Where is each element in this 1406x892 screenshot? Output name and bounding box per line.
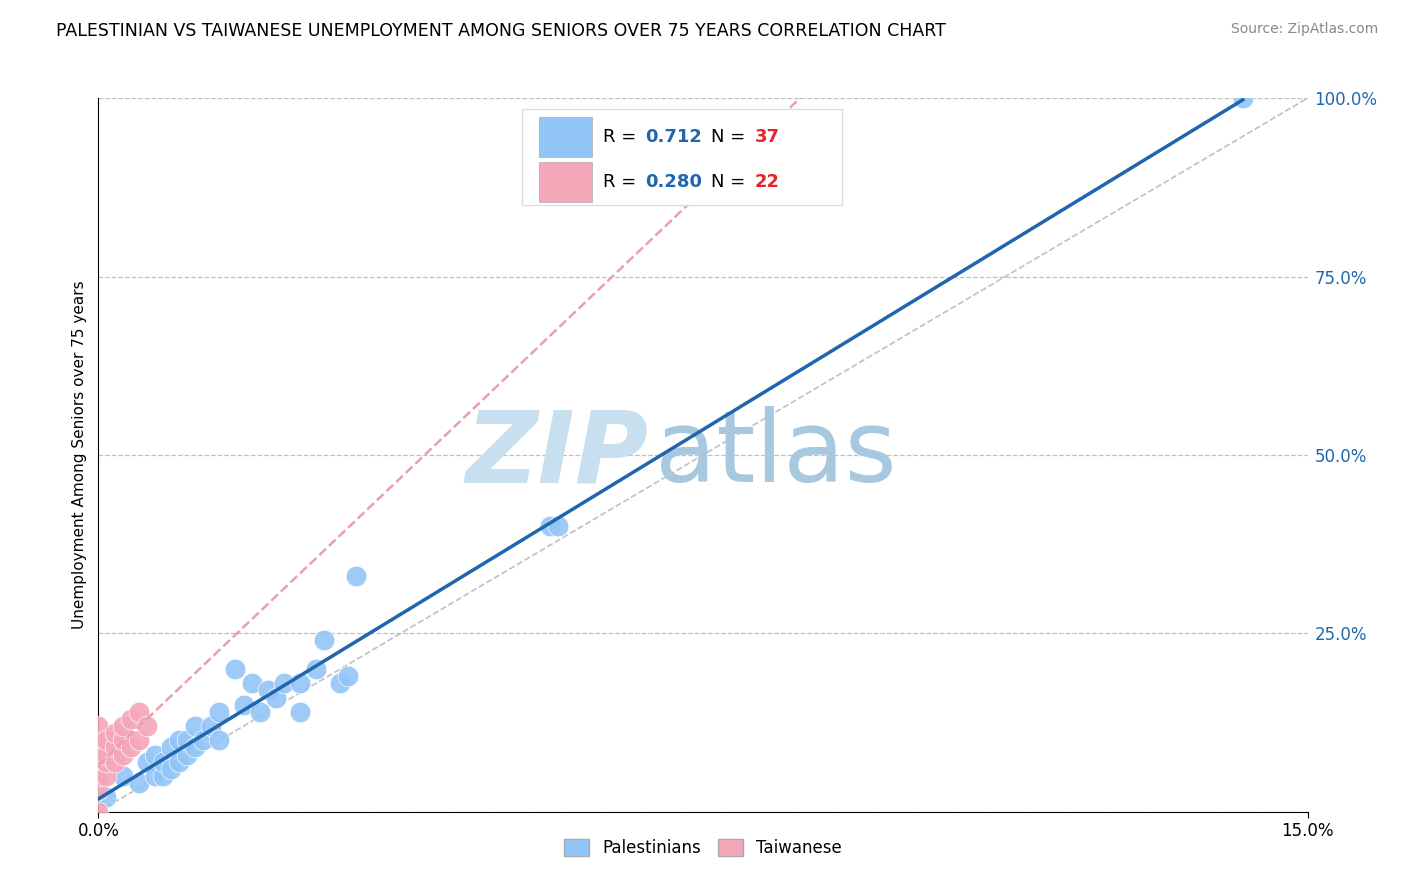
- Point: [305, 662, 328, 676]
- Point: [111, 769, 134, 783]
- Text: PALESTINIAN VS TAIWANESE UNEMPLOYMENT AMONG SENIORS OVER 75 YEARS CORRELATION CH: PALESTINIAN VS TAIWANESE UNEMPLOYMENT AM…: [56, 22, 946, 40]
- Point: [152, 755, 174, 769]
- Text: N =: N =: [711, 173, 751, 191]
- Point: [87, 747, 110, 762]
- Point: [135, 755, 157, 769]
- Point: [160, 740, 183, 755]
- Point: [96, 769, 118, 783]
- Point: [538, 519, 561, 533]
- Y-axis label: Unemployment Among Seniors over 75 years: Unemployment Among Seniors over 75 years: [72, 281, 87, 629]
- Point: [143, 747, 166, 762]
- Text: 0.712: 0.712: [645, 128, 702, 146]
- Point: [120, 712, 142, 726]
- Text: 22: 22: [755, 173, 780, 191]
- Point: [249, 705, 271, 719]
- Point: [87, 769, 110, 783]
- Point: [103, 755, 125, 769]
- Point: [344, 569, 367, 583]
- Point: [337, 669, 360, 683]
- Point: [128, 705, 150, 719]
- Point: [314, 633, 336, 648]
- Point: [176, 733, 198, 747]
- Text: R =: R =: [603, 173, 641, 191]
- Text: atlas: atlas: [655, 407, 896, 503]
- Point: [329, 676, 352, 690]
- Text: R =: R =: [603, 128, 641, 146]
- Point: [1232, 91, 1254, 105]
- Point: [200, 719, 222, 733]
- Point: [184, 719, 207, 733]
- Point: [152, 769, 174, 783]
- Point: [111, 719, 134, 733]
- FancyBboxPatch shape: [522, 109, 842, 205]
- Point: [208, 705, 231, 719]
- Point: [264, 690, 287, 705]
- Point: [167, 755, 190, 769]
- Point: [87, 755, 110, 769]
- Point: [135, 719, 157, 733]
- Point: [103, 740, 125, 755]
- FancyBboxPatch shape: [538, 118, 592, 157]
- Text: N =: N =: [711, 128, 751, 146]
- Point: [224, 662, 246, 676]
- Point: [208, 733, 231, 747]
- Point: [160, 762, 183, 776]
- FancyBboxPatch shape: [538, 162, 592, 202]
- Point: [256, 683, 278, 698]
- Point: [288, 705, 311, 719]
- Text: Source: ZipAtlas.com: Source: ZipAtlas.com: [1230, 22, 1378, 37]
- Point: [120, 740, 142, 755]
- Point: [288, 676, 311, 690]
- Point: [111, 733, 134, 747]
- Point: [87, 805, 110, 819]
- Point: [240, 676, 263, 690]
- Point: [111, 747, 134, 762]
- Text: 37: 37: [755, 128, 780, 146]
- Point: [184, 740, 207, 755]
- Legend: Palestinians, Taiwanese: Palestinians, Taiwanese: [557, 832, 849, 864]
- Point: [176, 747, 198, 762]
- Point: [143, 769, 166, 783]
- Point: [87, 783, 110, 797]
- Point: [273, 676, 295, 690]
- Point: [96, 755, 118, 769]
- Point: [193, 733, 215, 747]
- Point: [547, 519, 569, 533]
- Point: [232, 698, 254, 712]
- Point: [128, 733, 150, 747]
- Point: [96, 733, 118, 747]
- Point: [87, 719, 110, 733]
- Point: [87, 733, 110, 747]
- Point: [96, 790, 118, 805]
- Text: ZIP: ZIP: [465, 407, 648, 503]
- Text: 0.280: 0.280: [645, 173, 702, 191]
- Point: [128, 776, 150, 790]
- Point: [103, 726, 125, 740]
- Point: [96, 747, 118, 762]
- Point: [167, 733, 190, 747]
